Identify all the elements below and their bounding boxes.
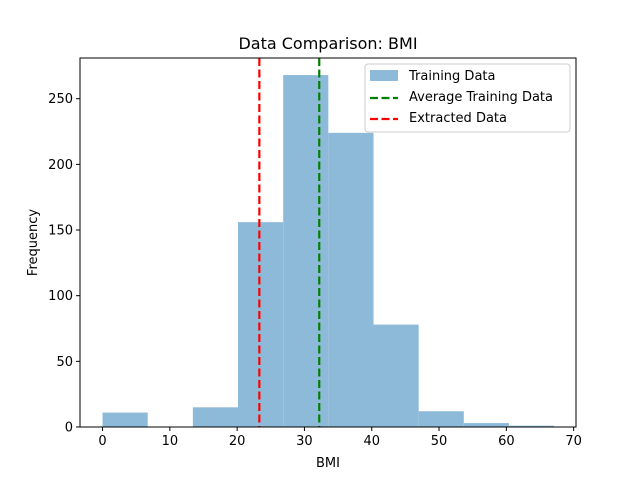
bars-layer (102, 75, 555, 428)
x-tick-label: 50 (431, 434, 448, 449)
x-tick-label: 10 (162, 434, 179, 449)
histogram-bar (373, 324, 419, 427)
y-tick-label: 100 (48, 289, 73, 304)
y-axis-title: Frequency (26, 209, 41, 276)
legend-label-average-training-data: Average Training Data (409, 90, 553, 105)
legend: Training Data Average Training Data Extr… (364, 63, 571, 133)
histogram-bar (463, 423, 509, 427)
legend-label-extracted-data: Extracted Data (409, 111, 507, 126)
x-tick-label: 30 (296, 434, 313, 449)
x-axis-title: BMI (316, 456, 340, 471)
legend-label-training-data: Training Data (408, 69, 495, 84)
y-tick-label: 0 (65, 421, 73, 436)
histogram-bar (283, 75, 329, 428)
x-tick-label: 70 (565, 434, 582, 449)
legend-swatch-training-data (370, 70, 398, 81)
vlines-layer (258, 58, 321, 427)
histogram-bar (508, 425, 555, 427)
histogram-bar (102, 412, 148, 427)
y-tick-label: 50 (56, 355, 73, 370)
y-ticks: 0 50 100 150 200 250 (48, 92, 80, 436)
y-tick-label: 150 (48, 224, 73, 239)
x-ticks: 0 10 20 30 40 50 60 70 (98, 427, 582, 449)
axes-layer (79, 57, 577, 428)
x-tick-label: 0 (98, 434, 106, 449)
x-tick-label: 40 (363, 434, 380, 449)
plot-frame (79, 57, 577, 428)
histogram-bar (192, 407, 239, 427)
y-tick-label: 200 (48, 158, 73, 173)
x-tick-label: 20 (229, 434, 246, 449)
y-tick-label: 250 (48, 92, 73, 107)
histogram-bar (238, 222, 284, 427)
chart-title: Data Comparison: BMI (238, 34, 417, 53)
histogram-bar (328, 132, 374, 428)
histogram-bar (418, 411, 464, 427)
x-tick-label: 60 (498, 434, 515, 449)
legend-box (364, 63, 571, 133)
